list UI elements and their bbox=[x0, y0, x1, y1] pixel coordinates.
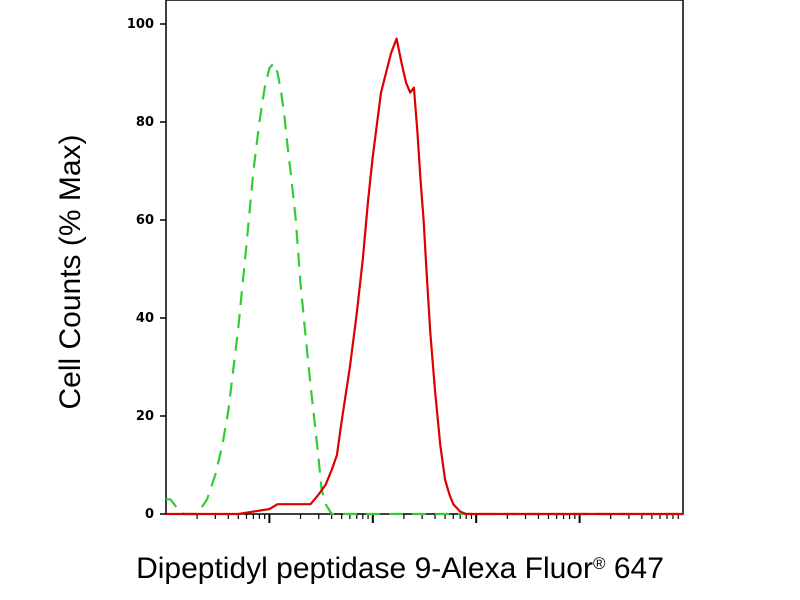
x-axis-title-suffix: 647 bbox=[613, 552, 664, 585]
y-tick-label: 100 bbox=[127, 17, 154, 32]
x-axis-ticks bbox=[196, 514, 679, 523]
series-line-1 bbox=[166, 62, 683, 516]
plot-frame bbox=[165, 0, 684, 515]
y-tick-label: 40 bbox=[136, 311, 154, 326]
y-tick-label: 0 bbox=[145, 507, 154, 522]
y-tick-label: 60 bbox=[136, 213, 154, 228]
plot-axes bbox=[165, 0, 684, 515]
y-tick-label: 80 bbox=[136, 115, 154, 130]
y-axis-ticks: 0 20 40 60 80 100 bbox=[127, 17, 166, 522]
series-line-2 bbox=[166, 37, 683, 516]
x-axis-title-main: Dipeptidyl peptidase 9-Alexa Fluor bbox=[136, 552, 593, 585]
x-axis-title: Dipeptidyl peptidase 9-Alexa Fluor® 647 bbox=[0, 552, 800, 586]
y-axis-title: Cell Counts (% Max) bbox=[54, 134, 87, 409]
x-axis-title-registered-mark: ® bbox=[592, 554, 606, 573]
y-tick-label: 20 bbox=[136, 409, 154, 424]
series-group bbox=[166, 37, 683, 516]
